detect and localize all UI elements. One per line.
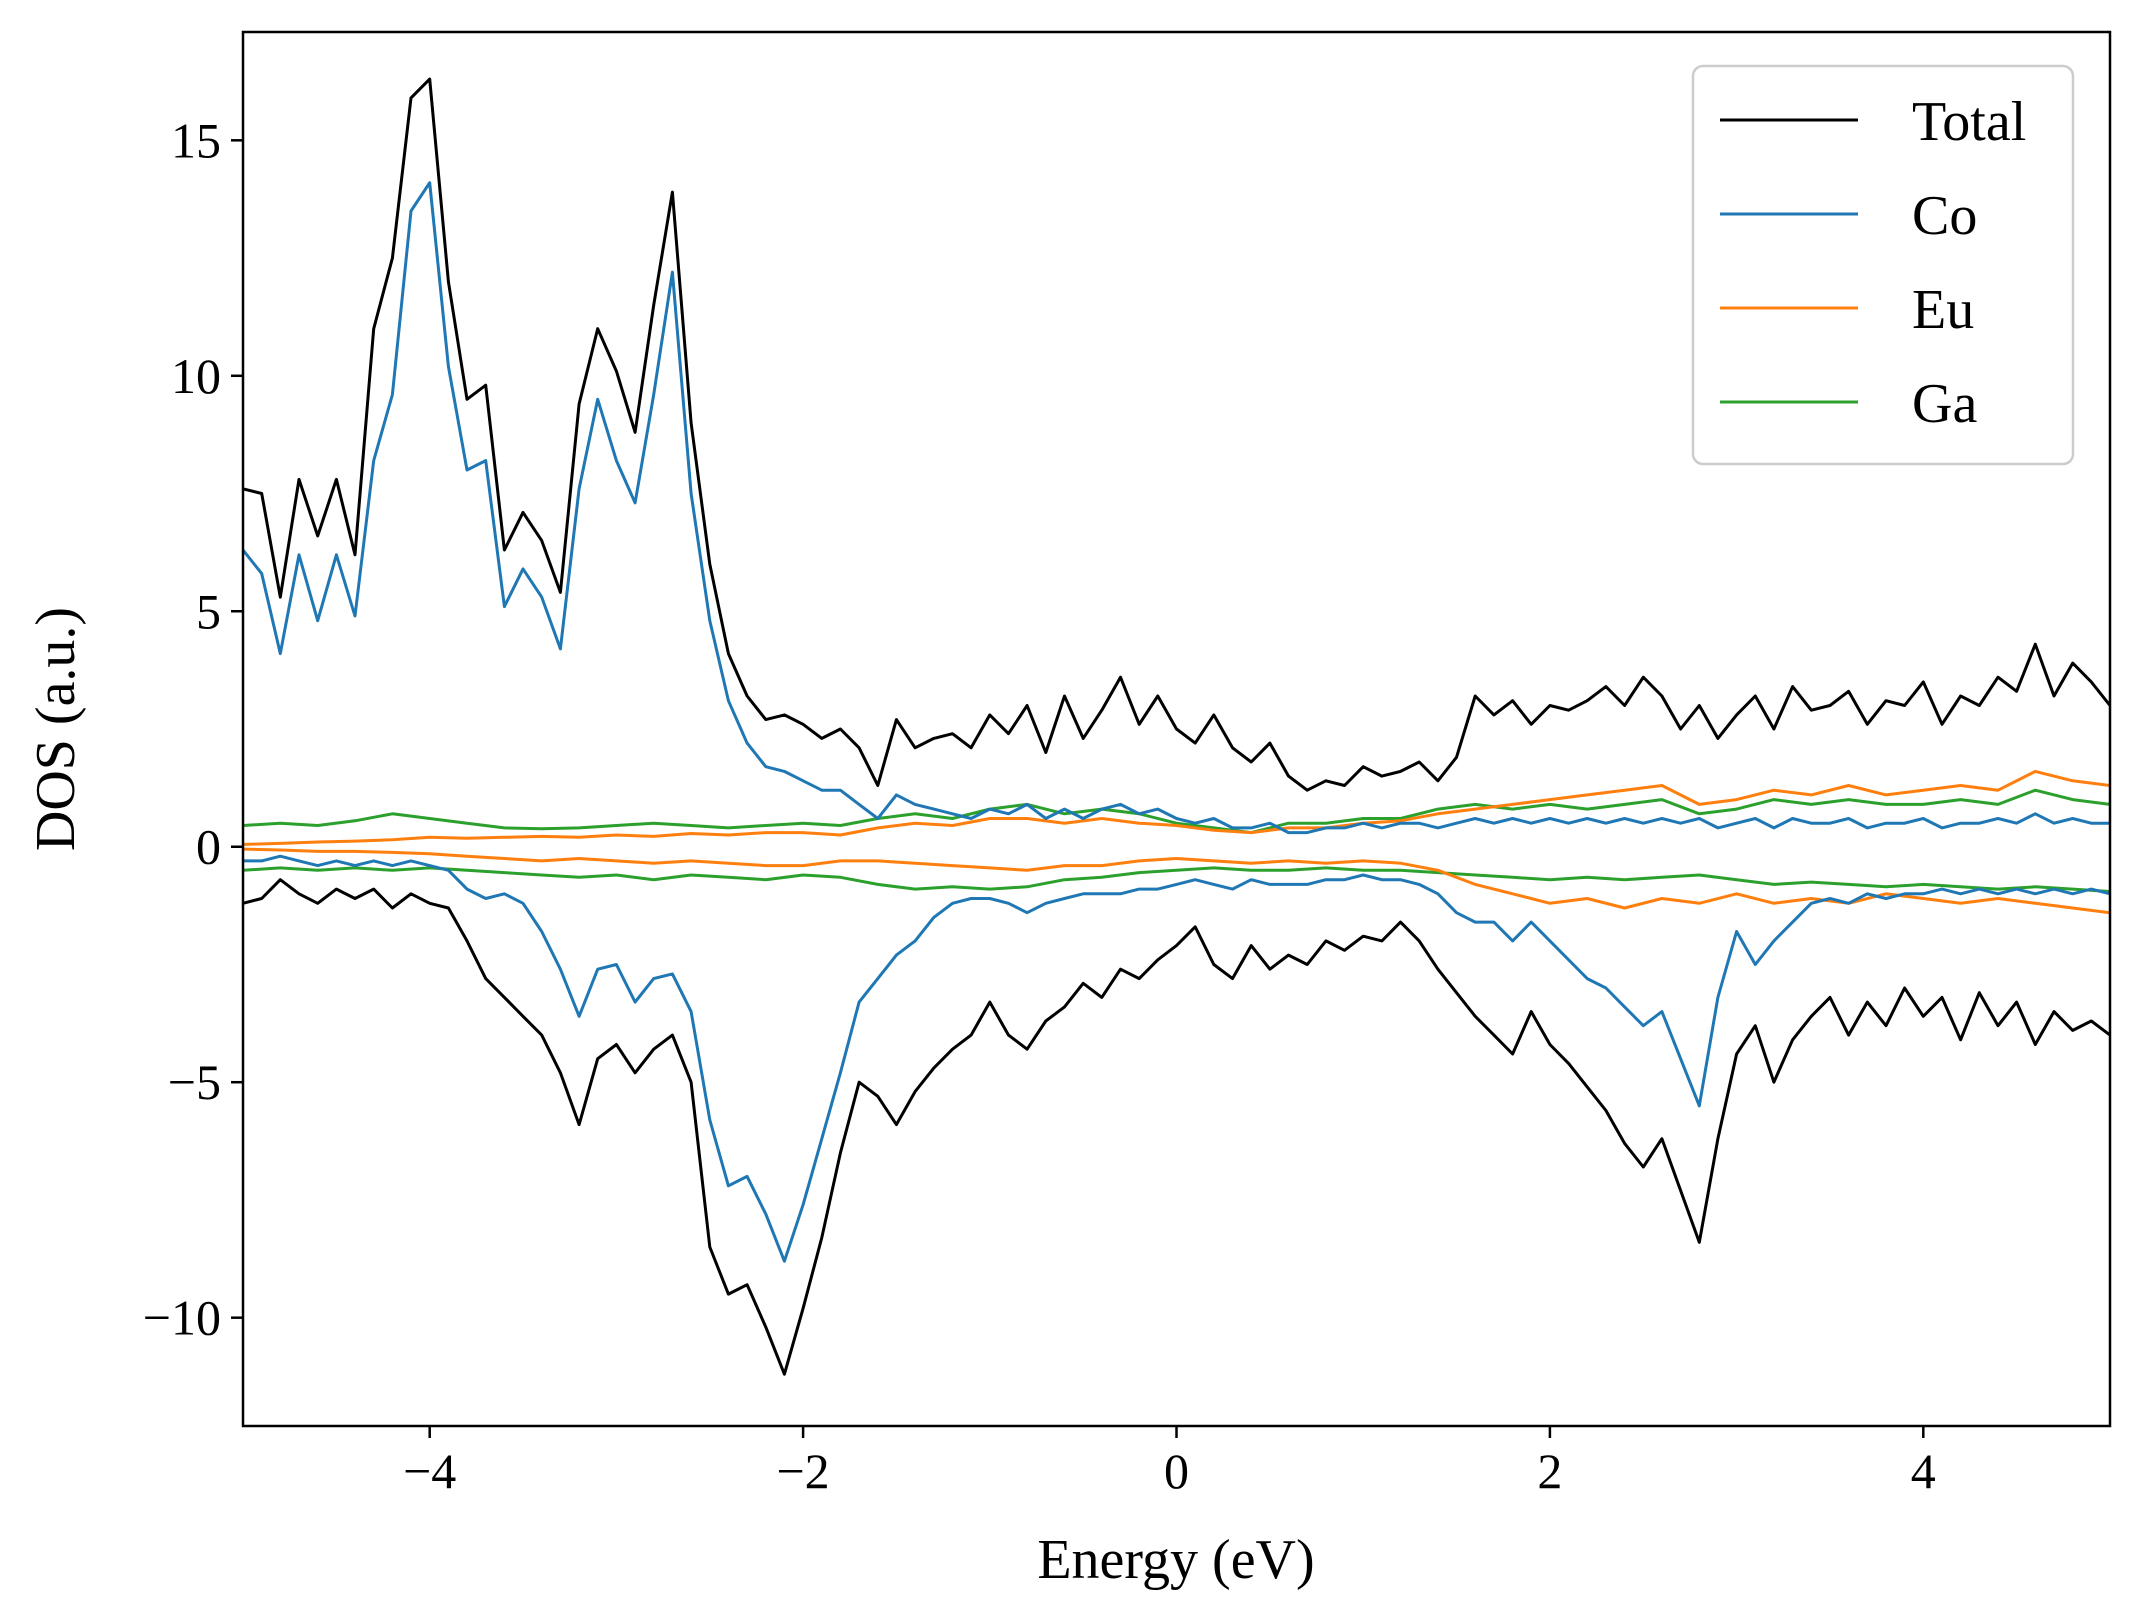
y-tick-label: −10 [143,1290,221,1346]
legend-label-total: Total [1912,91,2026,153]
y-axis-label: DOS (a.u.) [25,607,87,851]
x-tick-label: 0 [1164,1443,1189,1499]
legend: Total Co Eu Ga [1691,64,2075,466]
x-tick-label: −4 [403,1443,456,1499]
x-tick-label: 4 [1911,1443,1936,1499]
x-axis: −4 −2 0 2 4 [403,1426,1936,1499]
legend-label-eu: Eu [1912,279,1974,341]
series-line-co-up [243,181,2110,835]
y-tick-label: 5 [196,583,221,639]
series-line-co-down [243,854,2110,1263]
x-axis-label: Energy (eV) [1037,1529,1314,1591]
series-line-total-down [243,878,2110,1376]
series-line-ga-down [243,866,2110,893]
y-tick-label: 0 [196,819,221,875]
series-line-ga-up [243,788,2110,835]
legend-label-ga: Ga [1912,373,1977,435]
y-tick-label: −5 [168,1054,221,1110]
legend-box [1691,64,2075,466]
series-line-eu-up [243,769,2110,846]
y-tick-label: 15 [171,112,221,168]
legend-label-co: Co [1912,185,1977,247]
series-layer [243,77,2110,1376]
series-line-eu-down [243,847,2110,915]
x-tick-label: 2 [1537,1443,1562,1499]
y-axis: −10 −5 0 5 10 15 [143,112,243,1346]
series-line-total-up [243,77,2110,792]
x-tick-label: −2 [776,1443,829,1499]
y-tick-label: 10 [171,348,221,404]
